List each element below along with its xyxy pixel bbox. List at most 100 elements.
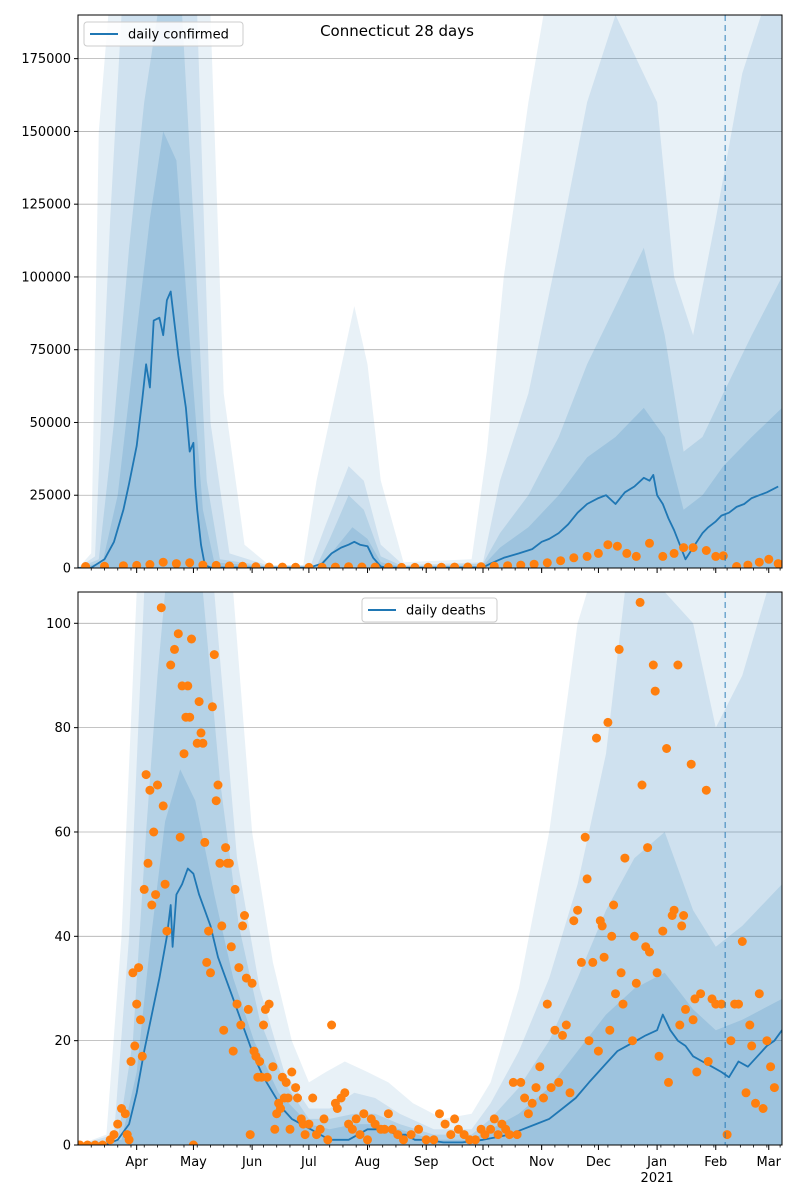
data-point: [211, 560, 221, 568]
data-point: [493, 1130, 503, 1140]
data-point: [489, 561, 499, 568]
data-point: [118, 561, 128, 568]
data-point: [599, 952, 609, 962]
data-point: [612, 541, 622, 551]
x-tick-label: Nov: [529, 1155, 555, 1170]
data-point: [357, 562, 367, 568]
data-point: [281, 1077, 291, 1087]
data-point: [143, 858, 153, 868]
confidence-band: [78, 15, 782, 568]
data-point: [126, 1057, 136, 1066]
data-point: [232, 999, 242, 1009]
data-point: [737, 937, 747, 946]
data-point: [380, 1124, 390, 1134]
data-point: [139, 884, 149, 894]
data-point: [156, 603, 166, 613]
data-point: [198, 560, 208, 568]
data-point: [463, 562, 473, 568]
data-point: [542, 999, 552, 1009]
x-tick-sublabel: 2021: [641, 1171, 674, 1186]
data-point: [276, 1104, 285, 1113]
data-point: [185, 712, 195, 722]
y-tick-label: 75000: [30, 343, 71, 358]
data-point: [128, 968, 138, 978]
data-point: [550, 1025, 560, 1035]
data-point: [435, 1109, 444, 1119]
y-tick-label: 175000: [21, 52, 71, 67]
legend-label: daily confirmed: [128, 28, 229, 43]
data-point: [703, 1057, 713, 1066]
data-point: [631, 551, 641, 561]
data-point: [397, 562, 407, 568]
data-point: [187, 634, 196, 644]
data-point: [219, 1025, 229, 1035]
data-point: [363, 1135, 372, 1145]
data-point: [679, 543, 689, 553]
data-point: [436, 562, 446, 568]
data-point: [764, 554, 774, 564]
data-point: [762, 1036, 772, 1046]
data-point: [90, 1140, 100, 1145]
data-point: [315, 1124, 325, 1134]
data-point: [603, 540, 613, 550]
data-point: [202, 957, 212, 967]
data-point: [291, 562, 301, 568]
data-point: [236, 1020, 246, 1030]
data-point: [304, 1119, 314, 1129]
data-point: [669, 548, 679, 558]
data-point: [554, 1077, 564, 1087]
data-point: [243, 1004, 253, 1014]
legend-box: [83, 21, 244, 47]
data-point: [582, 874, 592, 884]
data-point: [573, 905, 583, 915]
data-point: [206, 968, 215, 978]
data-point: [747, 1041, 757, 1051]
data-point: [631, 978, 641, 988]
data-point: [673, 660, 683, 670]
data-point: [645, 947, 654, 957]
data-point: [196, 728, 206, 738]
data-point: [293, 1093, 302, 1103]
data-point: [584, 1036, 594, 1046]
data-point: [556, 556, 566, 566]
data-point: [204, 926, 214, 936]
data-point: [542, 558, 552, 568]
data-point: [238, 561, 248, 568]
data-point: [423, 562, 433, 568]
data-point: [603, 717, 613, 727]
data-point: [344, 562, 354, 568]
data-point: [179, 749, 189, 759]
deaths-panel: 0 20 40 60 80 100 Apr May Jun Jul Aug Sep Oct Nov Dec J…: [46, 591, 783, 1186]
data-point: [136, 1015, 145, 1025]
data-point: [546, 1083, 556, 1093]
data-point: [351, 1114, 361, 1124]
data-point: [158, 801, 168, 811]
data-point: [147, 900, 157, 910]
legend-box: [361, 597, 498, 623]
data-point: [650, 686, 660, 696]
data-point: [675, 1020, 685, 1030]
data-point: [635, 597, 645, 607]
data-point: [701, 785, 711, 795]
confidence-band: [78, 592, 782, 1145]
data-point: [132, 999, 142, 1009]
data-point: [539, 1093, 548, 1103]
confirmed-panel: 0 25000 50000 75000 100000 125000 150000 175000…: [21, 14, 783, 577]
data-point: [228, 1046, 238, 1056]
data-point: [406, 1130, 416, 1140]
data-point: [679, 911, 689, 920]
y-tick-label: 0: [63, 562, 71, 577]
data-point: [238, 921, 248, 931]
data-point: [308, 1093, 318, 1103]
data-point: [259, 1020, 268, 1030]
data-point: [162, 926, 172, 936]
data-point: [160, 879, 170, 889]
y-tick-label: 60: [54, 825, 71, 840]
data-point: [347, 1124, 357, 1134]
data-point: [520, 1093, 530, 1103]
data-point: [414, 1124, 424, 1134]
data-point: [247, 978, 257, 988]
data-point: [387, 1124, 397, 1134]
data-point: [285, 1124, 295, 1134]
data-point: [264, 999, 274, 1009]
